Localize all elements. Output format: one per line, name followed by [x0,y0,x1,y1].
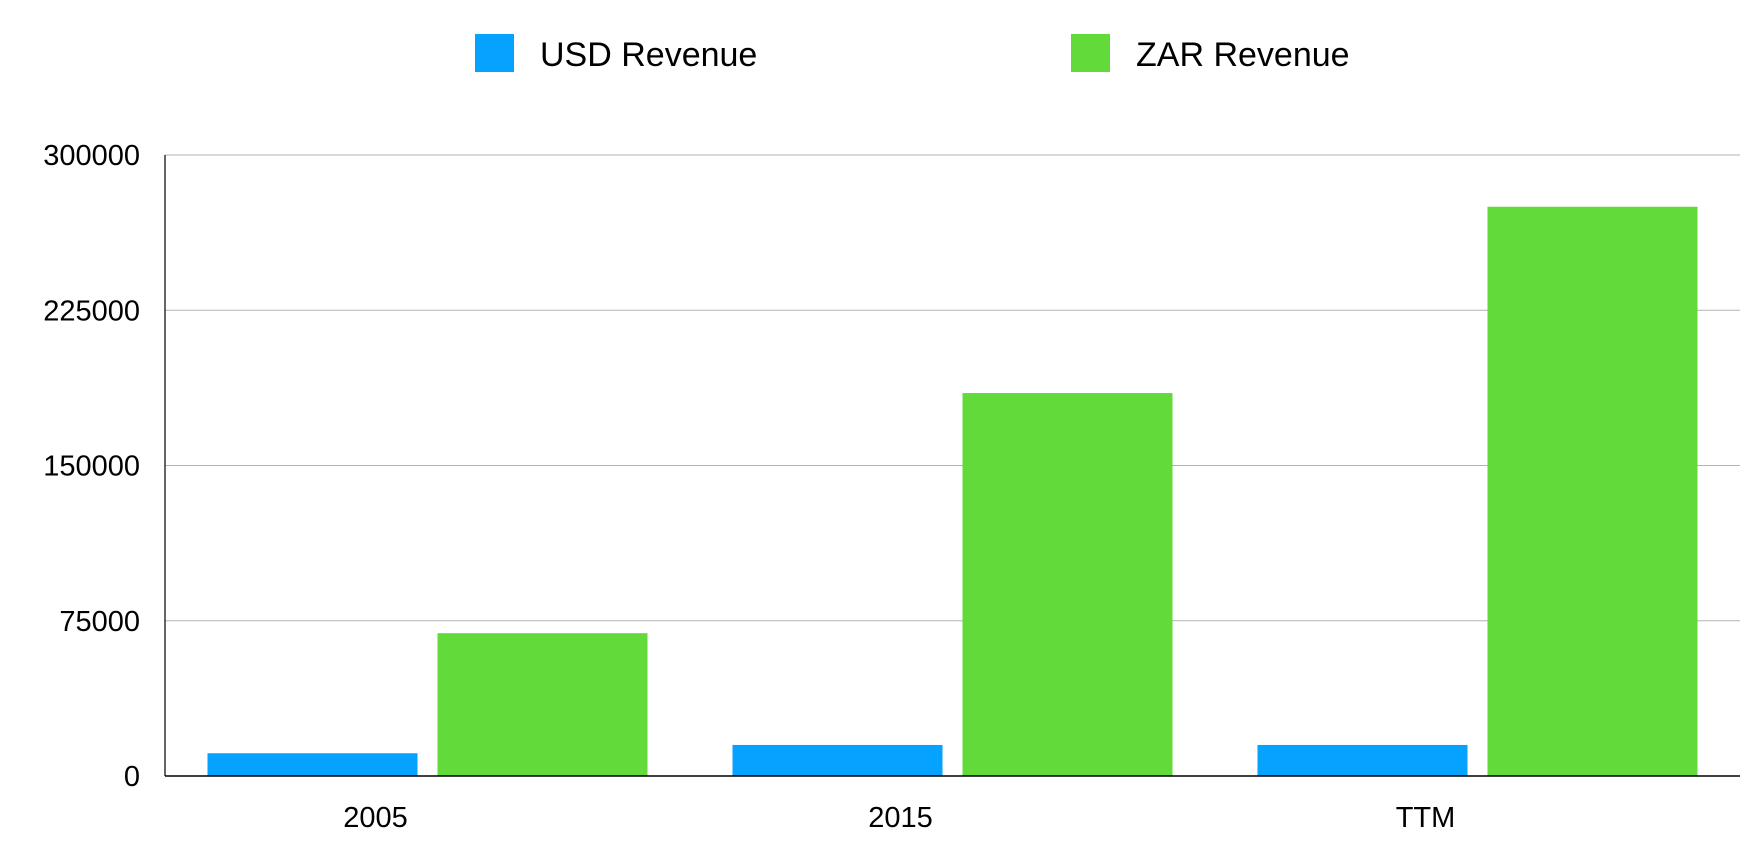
legend-label: ZAR Revenue [1136,36,1350,74]
x-category-label: 2005 [343,802,408,834]
axes [164,155,1740,777]
legend-swatch [475,34,514,72]
gridlines [165,154,1740,622]
bar-zar-2015 [962,393,1173,776]
bar-usd-2005 [207,753,418,776]
legend-swatch [1071,34,1110,72]
y-tick-label: 300000 [43,140,140,172]
y-tick-label: 75000 [59,606,140,638]
legend-label: USD Revenue [540,36,757,74]
y-axis-ticks: 0 75000 150000 225000 300000 [43,140,140,793]
chart-legend: USD Revenue ZAR Revenue [475,34,1350,74]
bar-usd-ttm [1257,744,1468,776]
x-axis-labels: 2005 2015 TTM [343,802,1455,834]
bars [207,206,1698,776]
bar-zar-2005 [437,633,648,776]
y-tick-label: 0 [124,761,140,793]
x-category-label: TTM [1396,802,1456,834]
y-tick-label: 150000 [43,451,140,483]
bar-zar-ttm [1487,206,1698,776]
x-category-label: 2015 [868,802,933,834]
y-tick-label: 225000 [43,295,140,327]
bar-usd-2015 [732,744,943,776]
